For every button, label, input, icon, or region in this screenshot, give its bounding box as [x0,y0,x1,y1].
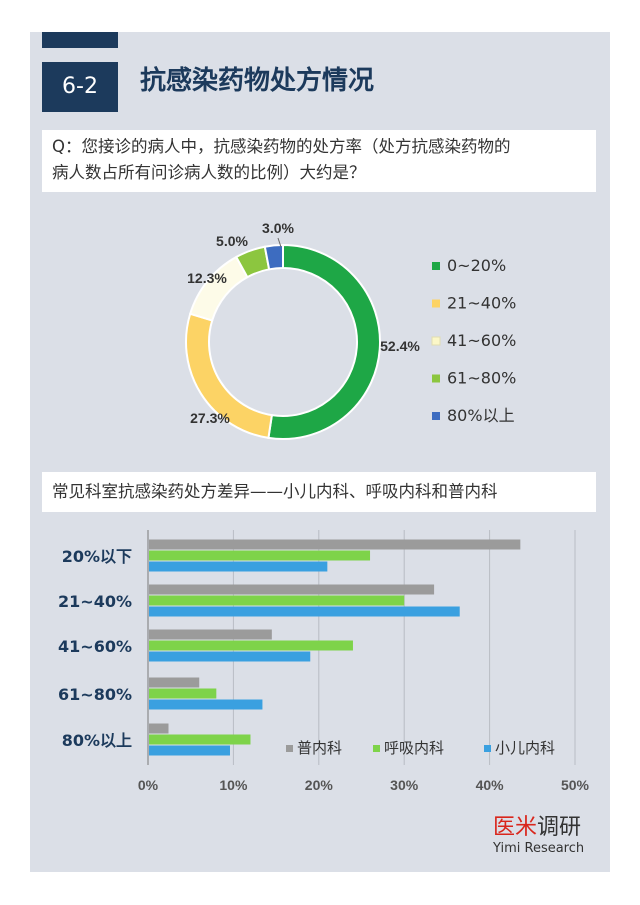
section-title: 抗感染药物处方情况 [140,66,375,96]
bar-legend-label: 呼吸内科 [384,739,444,757]
donut-data-label: 3.0% [262,220,294,236]
bar-mark [149,595,405,606]
bar-mark [149,651,311,662]
donut-slice [263,243,284,271]
donut-leader-line [277,237,282,248]
bar-legend-swatch [286,745,293,752]
bar-mark [149,723,169,734]
bar-x-tick-label: 50% [561,777,590,793]
donut-legend-label: 61~80% [447,369,516,388]
bar-x-tick-label: 0% [138,777,159,793]
bar-mark [149,745,230,756]
bar-mark [149,699,263,710]
bar-mark [149,550,371,561]
bar-mark [149,561,328,572]
donut-data-label: 12.3% [187,270,227,286]
brand-name-red: 医米 [493,815,537,840]
bar-mark [149,677,200,688]
question-2-text: 常见科室抗感染药处方差异——小儿内科、呼吸内科和普内科 [52,482,498,501]
brand-name-dark: 调研 [537,815,581,840]
donut-data-label: 52.4% [380,338,420,354]
question-line-2: 病人数占所有问诊病人数的比例）大约是？ [52,163,366,182]
bar-mark [149,584,435,595]
donut-slice [267,243,381,440]
bar-mark [149,606,460,617]
donut-legend-label: 41~60% [447,331,516,350]
bar-mark [149,734,251,745]
brand-subtitle: Yimi Research [492,841,584,856]
bar-x-tick-label: 40% [476,777,505,793]
bar-mark [149,539,521,550]
bar-mark [149,688,217,699]
bar-category-label: 21~40% [58,592,132,611]
bar-legend-swatch [373,745,380,752]
donut-legend-swatch [432,412,440,420]
bar-legend-label: 小儿内科 [495,739,555,757]
donut-legend-swatch [432,299,440,308]
donut-legend-swatch [431,336,441,346]
bar-x-tick-label: 30% [390,777,419,793]
bar-mark [149,629,272,640]
bar-legend-swatch [484,745,491,752]
question-box-1: Q：您接诊的病人中，抗感染药物的处方率（处方抗感染药物的 病人数占所有问诊病人数… [42,130,596,192]
donut-data-label: 5.0% [216,233,248,249]
question-box-2: 常见科室抗感染药处方差异——小儿内科、呼吸内科和普内科 [42,472,596,512]
question-line-1: Q：您接诊的病人中，抗感染药物的处方率（处方抗感染药物的 [52,137,511,156]
donut-data-label: 27.3% [190,410,230,426]
bar-legend-label: 普内科 [297,739,342,757]
bar-category-label: 20%以下 [62,547,132,566]
section-badge: 6-2 [42,62,118,112]
bar-category-label: 80%以上 [62,731,132,750]
bar-category-label: 61~80% [58,685,132,704]
donut-legend-label: 21~40% [447,294,516,313]
top-accent-strip [42,32,118,48]
bar-x-tick-label: 10% [219,777,248,793]
donut-legend-label: 0~20% [447,256,506,275]
donut-legend-swatch [432,374,440,383]
donut-legend-swatch [432,262,440,270]
bar-category-label: 41~60% [58,637,132,656]
donut-legend-label: 80%以上 [447,406,515,425]
bar-x-tick-label: 20% [305,777,334,793]
bar-mark [149,640,353,651]
